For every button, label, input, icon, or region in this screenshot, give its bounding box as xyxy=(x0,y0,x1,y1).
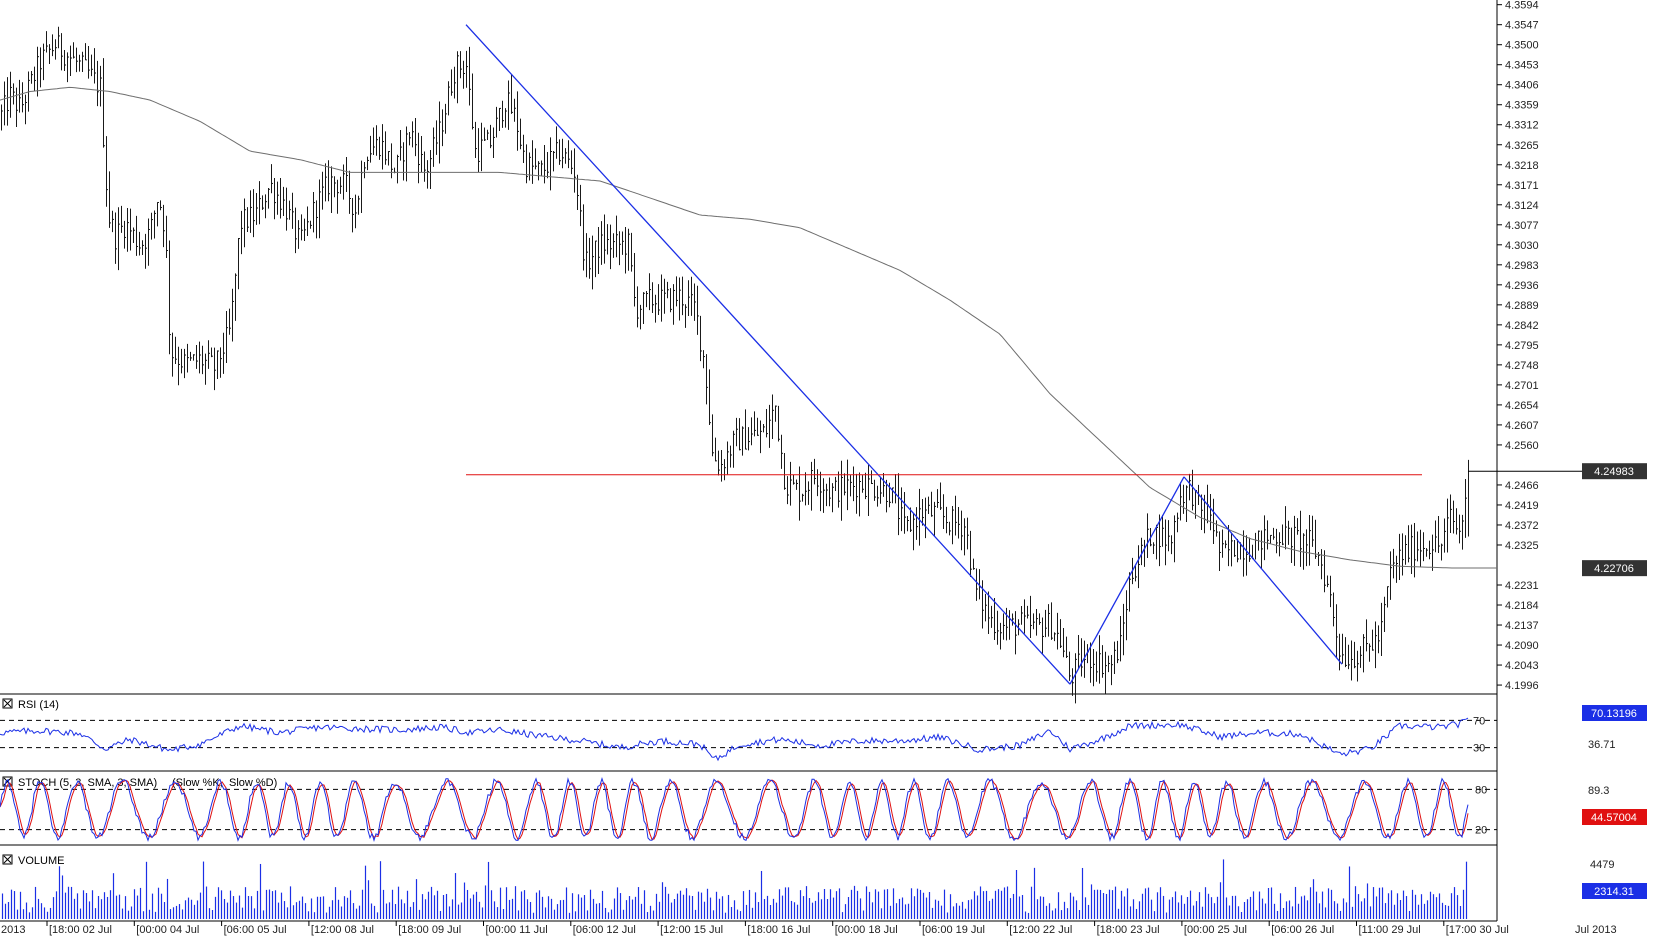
moving-average-line xyxy=(0,86,1497,569)
price-tick-label: 4.2043 xyxy=(1505,660,1539,672)
price-tick-label: 4.2795 xyxy=(1505,340,1539,352)
price-tick-label: 4.3171 xyxy=(1505,180,1539,192)
stoch-header: STOCH (5, 3, SMA, 3, SMA) (Slow %K, Slow… xyxy=(2,776,277,789)
price-tick-label: 4.3547 xyxy=(1505,20,1539,32)
price-tick-label: 4.2842 xyxy=(1505,320,1539,332)
price-tick-label: 4.2560 xyxy=(1505,440,1539,452)
price-tick-label: 4.2090 xyxy=(1505,640,1539,652)
stoch-title: STOCH (5, 3, SMA, 3, SMA) xyxy=(18,777,157,789)
time-x-axis: 2013 [18:00 02 Jul [00:00 04 Jul [06:00 05 … xyxy=(1,921,1617,936)
price-tick-label: 4.2325 xyxy=(1505,540,1539,552)
stoch-d-line xyxy=(0,778,1469,841)
time-tick-label: [18:00 09 Jul xyxy=(398,924,461,936)
time-tick-label: [06:00 12 Jul xyxy=(573,924,636,936)
last-price-text: 4.24983 xyxy=(1594,466,1634,478)
price-tick-label: 4.1996 xyxy=(1505,680,1539,692)
time-tick-label: [18:00 02 Jul xyxy=(49,924,112,936)
price-tick-label: 4.3218 xyxy=(1505,160,1539,172)
stoch-d-legend: Slow %D) xyxy=(229,777,277,789)
time-tick-label: [17:00 30 Jul xyxy=(1446,924,1509,936)
price-tick-label: 4.3077 xyxy=(1505,220,1539,232)
price-tick-label: 4.3265 xyxy=(1505,140,1539,152)
price-bars xyxy=(1,26,1469,704)
time-tick-label: [06:00 19 Jul xyxy=(922,924,985,936)
rsi-upper-label: 70 xyxy=(1473,715,1485,727)
price-tick-label: 4.3030 xyxy=(1505,240,1539,252)
trendline xyxy=(1183,476,1343,665)
rsi-lower-label: 30 xyxy=(1473,743,1485,755)
ma-value-text: 4.22706 xyxy=(1594,563,1634,575)
price-tick-label: 4.2701 xyxy=(1505,380,1539,392)
volume-bars xyxy=(1,859,1468,919)
price-tick-label: 4.3359 xyxy=(1505,100,1539,112)
trendline xyxy=(465,24,1071,685)
price-tick-label: 4.3594 xyxy=(1505,0,1539,12)
volume-secondary-label: 4479 xyxy=(1590,859,1614,871)
stoch-upper-label: 80 xyxy=(1475,784,1487,796)
time-tick-label: [12:00 15 Jul xyxy=(660,924,723,936)
time-tick-label: [18:00 16 Jul xyxy=(747,924,810,936)
time-tick-label: [12:00 22 Jul xyxy=(1009,924,1072,936)
volume-header: VOLUME xyxy=(2,854,64,867)
price-tick-label: 4.2466 xyxy=(1505,480,1539,492)
rsi-header: RSI (14) xyxy=(2,698,59,711)
rsi-current-box xyxy=(1582,705,1647,721)
price-tick-label: 4.3312 xyxy=(1505,120,1539,132)
time-tick-label: [18:00 23 Jul xyxy=(1097,924,1160,936)
rsi-line xyxy=(0,717,1469,762)
rsi-secondary-label: 36.71 xyxy=(1588,739,1616,751)
time-tick-label: Jul 2013 xyxy=(1575,924,1617,936)
price-tick-label: 4.2231 xyxy=(1505,580,1539,592)
price-tick-label: 4.3500 xyxy=(1505,40,1539,52)
stoch-current-text: 44.57004 xyxy=(1591,812,1637,824)
price-tick-label: 4.2983 xyxy=(1505,260,1539,272)
price-tick-label: 4.3453 xyxy=(1505,60,1539,72)
time-tick-label: [00:00 25 Jul xyxy=(1184,924,1247,936)
price-y-axis: 4.3594 4.3547 4.3500 4.3453 4.3406 4.3359 4.33… xyxy=(1497,0,1539,692)
stoch-lower-label: 20 xyxy=(1475,825,1487,837)
time-tick-label: 2013 xyxy=(1,924,25,936)
price-tick-label: 4.2607 xyxy=(1505,420,1539,432)
price-tick-label: 4.3406 xyxy=(1505,80,1539,92)
volume-title: VOLUME xyxy=(18,855,64,867)
ma-value-box xyxy=(1582,560,1647,577)
trendline xyxy=(1069,476,1185,685)
price-tick-label: 4.2419 xyxy=(1505,500,1539,512)
price-tick-label: 4.2748 xyxy=(1505,360,1539,372)
ma-value-label: 4.22706 xyxy=(1582,560,1647,577)
time-tick-label: [11:00 29 Jul xyxy=(1359,924,1421,936)
volume-current-text: 2314.31 xyxy=(1594,886,1634,898)
time-tick-label: [06:00 26 Jul xyxy=(1271,924,1334,936)
stoch-k-line xyxy=(0,776,1469,843)
price-tick-label: 4.2936 xyxy=(1505,280,1539,292)
last-price-box xyxy=(1582,463,1647,480)
price-tick-label: 4.2654 xyxy=(1505,400,1539,412)
rsi-current-text: 70.13196 xyxy=(1591,708,1637,720)
price-tick-label: 4.2889 xyxy=(1505,300,1539,312)
price-tick-label: 4.2372 xyxy=(1505,520,1539,532)
price-tick-label: 4.2184 xyxy=(1505,600,1539,612)
volume-current-box xyxy=(1582,883,1647,899)
time-tick-label: [12:00 08 Jul xyxy=(311,924,374,936)
stoch-secondary-label: 89.3 xyxy=(1588,785,1609,797)
trendlines xyxy=(465,24,1343,685)
time-tick-label: [00:00 04 Jul xyxy=(136,924,199,936)
price-tick-label: 4.3124 xyxy=(1505,200,1539,212)
last-price-label: 4.24983 xyxy=(1582,463,1647,480)
stoch-current-box xyxy=(1582,809,1647,825)
rsi-title: RSI (14) xyxy=(18,699,59,711)
stoch-k-legend: (Slow %K, xyxy=(172,777,223,789)
price-tick-label: 4.2137 xyxy=(1505,620,1539,632)
time-tick-label: [00:00 18 Jul xyxy=(835,924,898,936)
time-tick-label: [06:00 05 Jul xyxy=(224,924,287,936)
time-tick-label: [00:00 11 Jul xyxy=(486,924,548,936)
